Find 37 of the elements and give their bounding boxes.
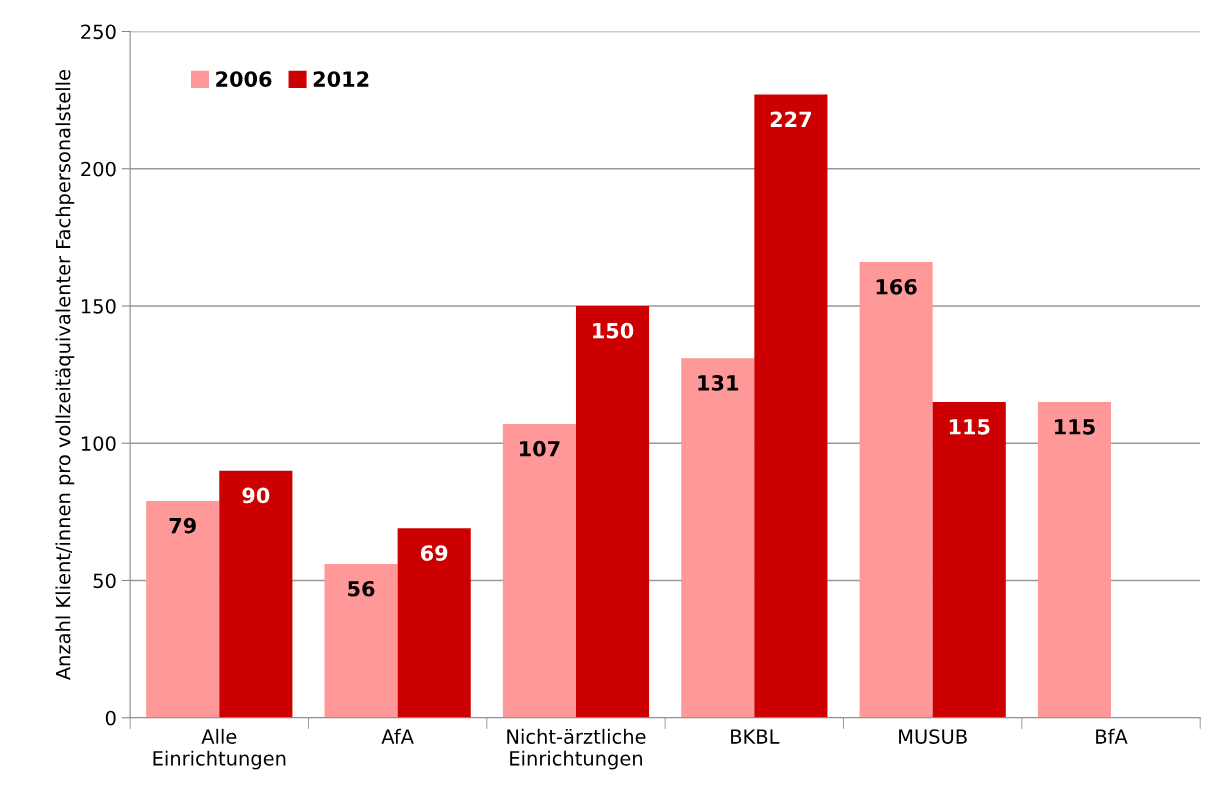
data-label: 107 [520, 440, 560, 457]
y-tick-label: 0 [105, 710, 116, 726]
bar [146, 500, 220, 718]
data-label: 90 [242, 487, 270, 504]
data-label: 166 [876, 278, 917, 295]
y-tick-label: 100 [81, 436, 116, 451]
data-label: 56 [348, 580, 375, 597]
bar [681, 358, 755, 718]
bar [754, 94, 828, 718]
y-tick-label: 250 [81, 24, 116, 40]
x-tick-label: BfA [1096, 728, 1128, 744]
data-label: 131 [698, 374, 739, 391]
data-label: 69 [420, 545, 448, 561]
x-tick-label: Alle Einrichtungen [153, 728, 286, 770]
x-tick-label: BKBL [731, 729, 780, 744]
bar [397, 528, 471, 718]
y-tick-label: 200 [81, 161, 116, 177]
y-axis-title: Anzahl Klient/innen pro vollzeitäquivalenter Fachpersonalstelle [55, 70, 75, 681]
bar [859, 262, 933, 718]
data-label: 150 [593, 322, 634, 339]
data-label: 115 [949, 419, 990, 435]
bar [575, 305, 650, 718]
data-label: 115 [1055, 419, 1095, 435]
x-tick-label: MUSUB [899, 729, 967, 744]
x-tick-label: AfA [381, 728, 414, 744]
y-tick-label: 50 [93, 573, 116, 589]
bar [502, 424, 576, 718]
bar [219, 470, 293, 718]
data-label: 79 [169, 517, 196, 534]
legend-label: 2006 [216, 71, 272, 87]
data-label: 227 [770, 111, 811, 127]
y-tick-label: 150 [81, 298, 116, 314]
x-tick-label: Nicht-ärztliche Einrichtungen [507, 728, 646, 770]
bar [1037, 402, 1112, 718]
bar [932, 402, 1006, 718]
bar [324, 564, 398, 718]
legend-label: 2012 [313, 71, 369, 87]
